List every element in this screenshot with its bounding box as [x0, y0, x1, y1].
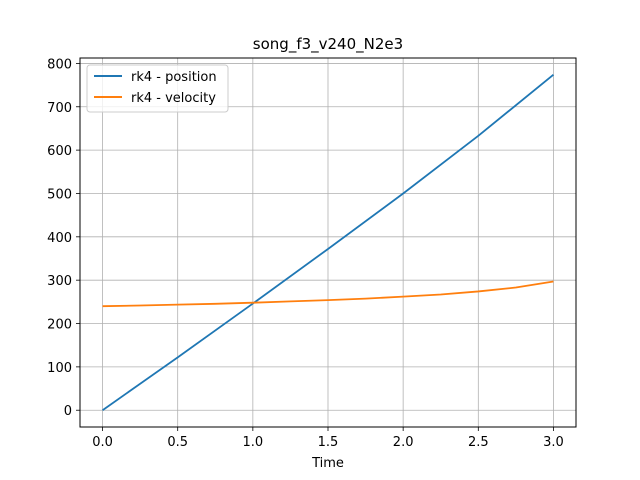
x-axis-label: Time	[311, 456, 344, 471]
y-tick-label: 700	[47, 101, 72, 116]
series-velocity-line	[102, 280, 554, 308]
grid-lines	[80, 58, 576, 427]
legend-label-velocity: rk4 - velocity	[131, 91, 216, 106]
y-tick-label: 400	[47, 231, 72, 246]
x-tick-label: 1.5	[318, 435, 339, 450]
chart-title: song_f3_v240_N2e3	[253, 35, 403, 54]
y-tick-label: 300	[47, 274, 72, 289]
x-tick-label: 0.5	[167, 435, 188, 450]
x-tick-label: 2.5	[468, 435, 489, 450]
y-tick-label: 600	[47, 144, 72, 159]
y-tick-label: 800	[47, 57, 72, 72]
y-tick-label: 200	[47, 318, 72, 333]
y-tick-label: 100	[47, 361, 72, 376]
x-axis: 0.0 0.5 1.0 1.5 2.0 2.5 3.0	[92, 427, 564, 450]
legend-label-position: rk4 - position	[131, 70, 217, 85]
x-tick-label: 3.0	[543, 435, 564, 450]
legend-box	[86, 64, 229, 113]
series-layer	[102, 73, 555, 411]
y-tick-label: 0	[64, 404, 72, 419]
x-tick-label: 0.0	[92, 435, 113, 450]
y-axis: 0 100 200 300 400 500 600 700 800	[47, 57, 80, 419]
x-tick-label: 2.0	[393, 435, 414, 450]
legend: rk4 - position rk4 - velocity	[86, 64, 229, 113]
x-tick-label: 1.0	[243, 435, 264, 450]
series-position-line	[102, 73, 555, 411]
y-tick-label: 500	[47, 187, 72, 202]
